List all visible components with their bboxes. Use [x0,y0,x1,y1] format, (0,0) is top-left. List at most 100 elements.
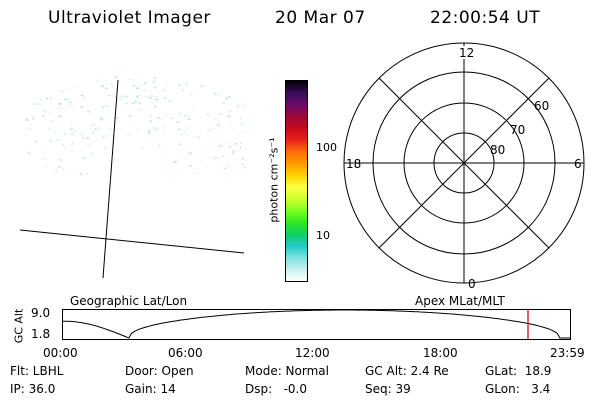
emission-speckle [219,113,223,115]
emission-speckle [83,157,86,160]
emission-speckle [185,82,188,85]
emission-speckle [136,128,138,131]
emission-speckle [61,168,65,170]
emission-speckle [83,96,86,98]
emission-speckle [206,113,208,116]
emission-speckle [48,111,51,113]
emission-speckle [32,118,34,120]
status-mode: Mode: Normal [245,364,329,378]
time-label: 22:00:54 UT [430,8,541,28]
timeline-right-title: Apex MLat/MLT [415,294,505,308]
timeline-x-tick-4: 23:59 [550,346,585,360]
emission-speckle [201,161,204,164]
emission-speckle [71,133,74,135]
emission-speckle [131,102,135,105]
emission-speckle [46,166,48,168]
emission-speckle [43,150,45,153]
emission-speckle [199,130,201,132]
emission-speckle [86,137,89,140]
emission-speckle [171,162,175,164]
emission-speckle [178,143,181,145]
emission-speckle [58,115,62,118]
emission-speckle [180,134,182,136]
timeline-x-tick-0: 00:00 [43,346,78,360]
emission-speckle [243,130,245,133]
emission-speckle [182,89,185,91]
emission-speckle [91,131,95,134]
status-gc-alt: GC Alt: 2.4 Re [365,364,449,378]
emission-speckle [33,116,35,119]
emission-speckle [97,127,100,130]
emission-speckle [135,87,139,90]
emission-speckle [217,124,220,126]
emission-speckle [153,80,156,83]
emission-speckle [170,117,173,119]
emission-speckle [244,166,247,169]
emission-speckle [27,152,30,154]
emission-speckle [47,128,50,130]
emission-speckle [85,172,88,175]
emission-speckle [178,84,181,86]
emission-speckle [214,118,216,120]
emission-speckle [149,120,152,122]
emission-speckle [147,130,151,132]
emission-speckle [150,115,153,118]
emission-speckle [138,102,141,105]
status-seq: Seq: 39 [365,382,411,396]
emission-speckle [217,146,220,149]
emission-speckle [227,115,231,118]
emission-speckle [162,89,166,91]
emission-speckle [63,133,66,135]
emission-speckle [218,93,221,95]
emission-speckle [101,117,103,120]
emission-speckle [229,110,232,113]
timeline-x-tick-3: 18:00 [423,346,458,360]
colorbar-tick-10: 10 [316,229,330,242]
emission-speckle [240,117,242,120]
emission-speckle [216,157,219,159]
emission-speckle [143,89,146,92]
lat-label-70: 70 [510,123,525,137]
emission-speckle [82,157,84,159]
emission-speckle [40,99,42,101]
emission-speckle [91,123,95,126]
emission-speckle [55,170,58,172]
emission-speckle [189,165,192,167]
emission-speckle [136,95,139,98]
emission-speckle [116,117,119,120]
emission-speckle [64,98,66,101]
emission-speckle [150,95,154,97]
emission-speckle [87,144,90,146]
emission-speckle [50,120,53,122]
emission-speckle [69,101,72,104]
status-dsp: Dsp: -0.0 [245,382,308,396]
emission-speckle [207,129,210,132]
emission-speckle [163,97,167,99]
emission-speckle [165,80,167,82]
emission-speckle [90,152,93,155]
emission-speckle [115,76,118,78]
status-glon: GLon: 3.4 [485,382,551,396]
emission-speckle [99,118,103,121]
emission-speckle [119,98,122,101]
emission-speckle [109,128,112,130]
emission-speckle [156,99,159,101]
emission-speckle [58,166,61,168]
emission-speckle [134,100,138,103]
emission-speckle [183,131,185,133]
emission-speckle [34,103,37,105]
emission-speckle [226,97,229,100]
emission-speckle [232,152,235,154]
emission-speckle [127,134,130,137]
emission-speckle [70,128,73,130]
emission-speckle [188,152,192,154]
lat-label-60: 60 [534,99,549,113]
emission-speckle [101,85,104,87]
emission-speckle [207,114,210,116]
emission-speckle [218,144,221,147]
emission-speckle [177,128,181,131]
emission-speckle [242,157,244,160]
emission-speckle [193,106,195,109]
emission-speckle [147,131,151,134]
orbit-altitude-curve [63,309,570,339]
